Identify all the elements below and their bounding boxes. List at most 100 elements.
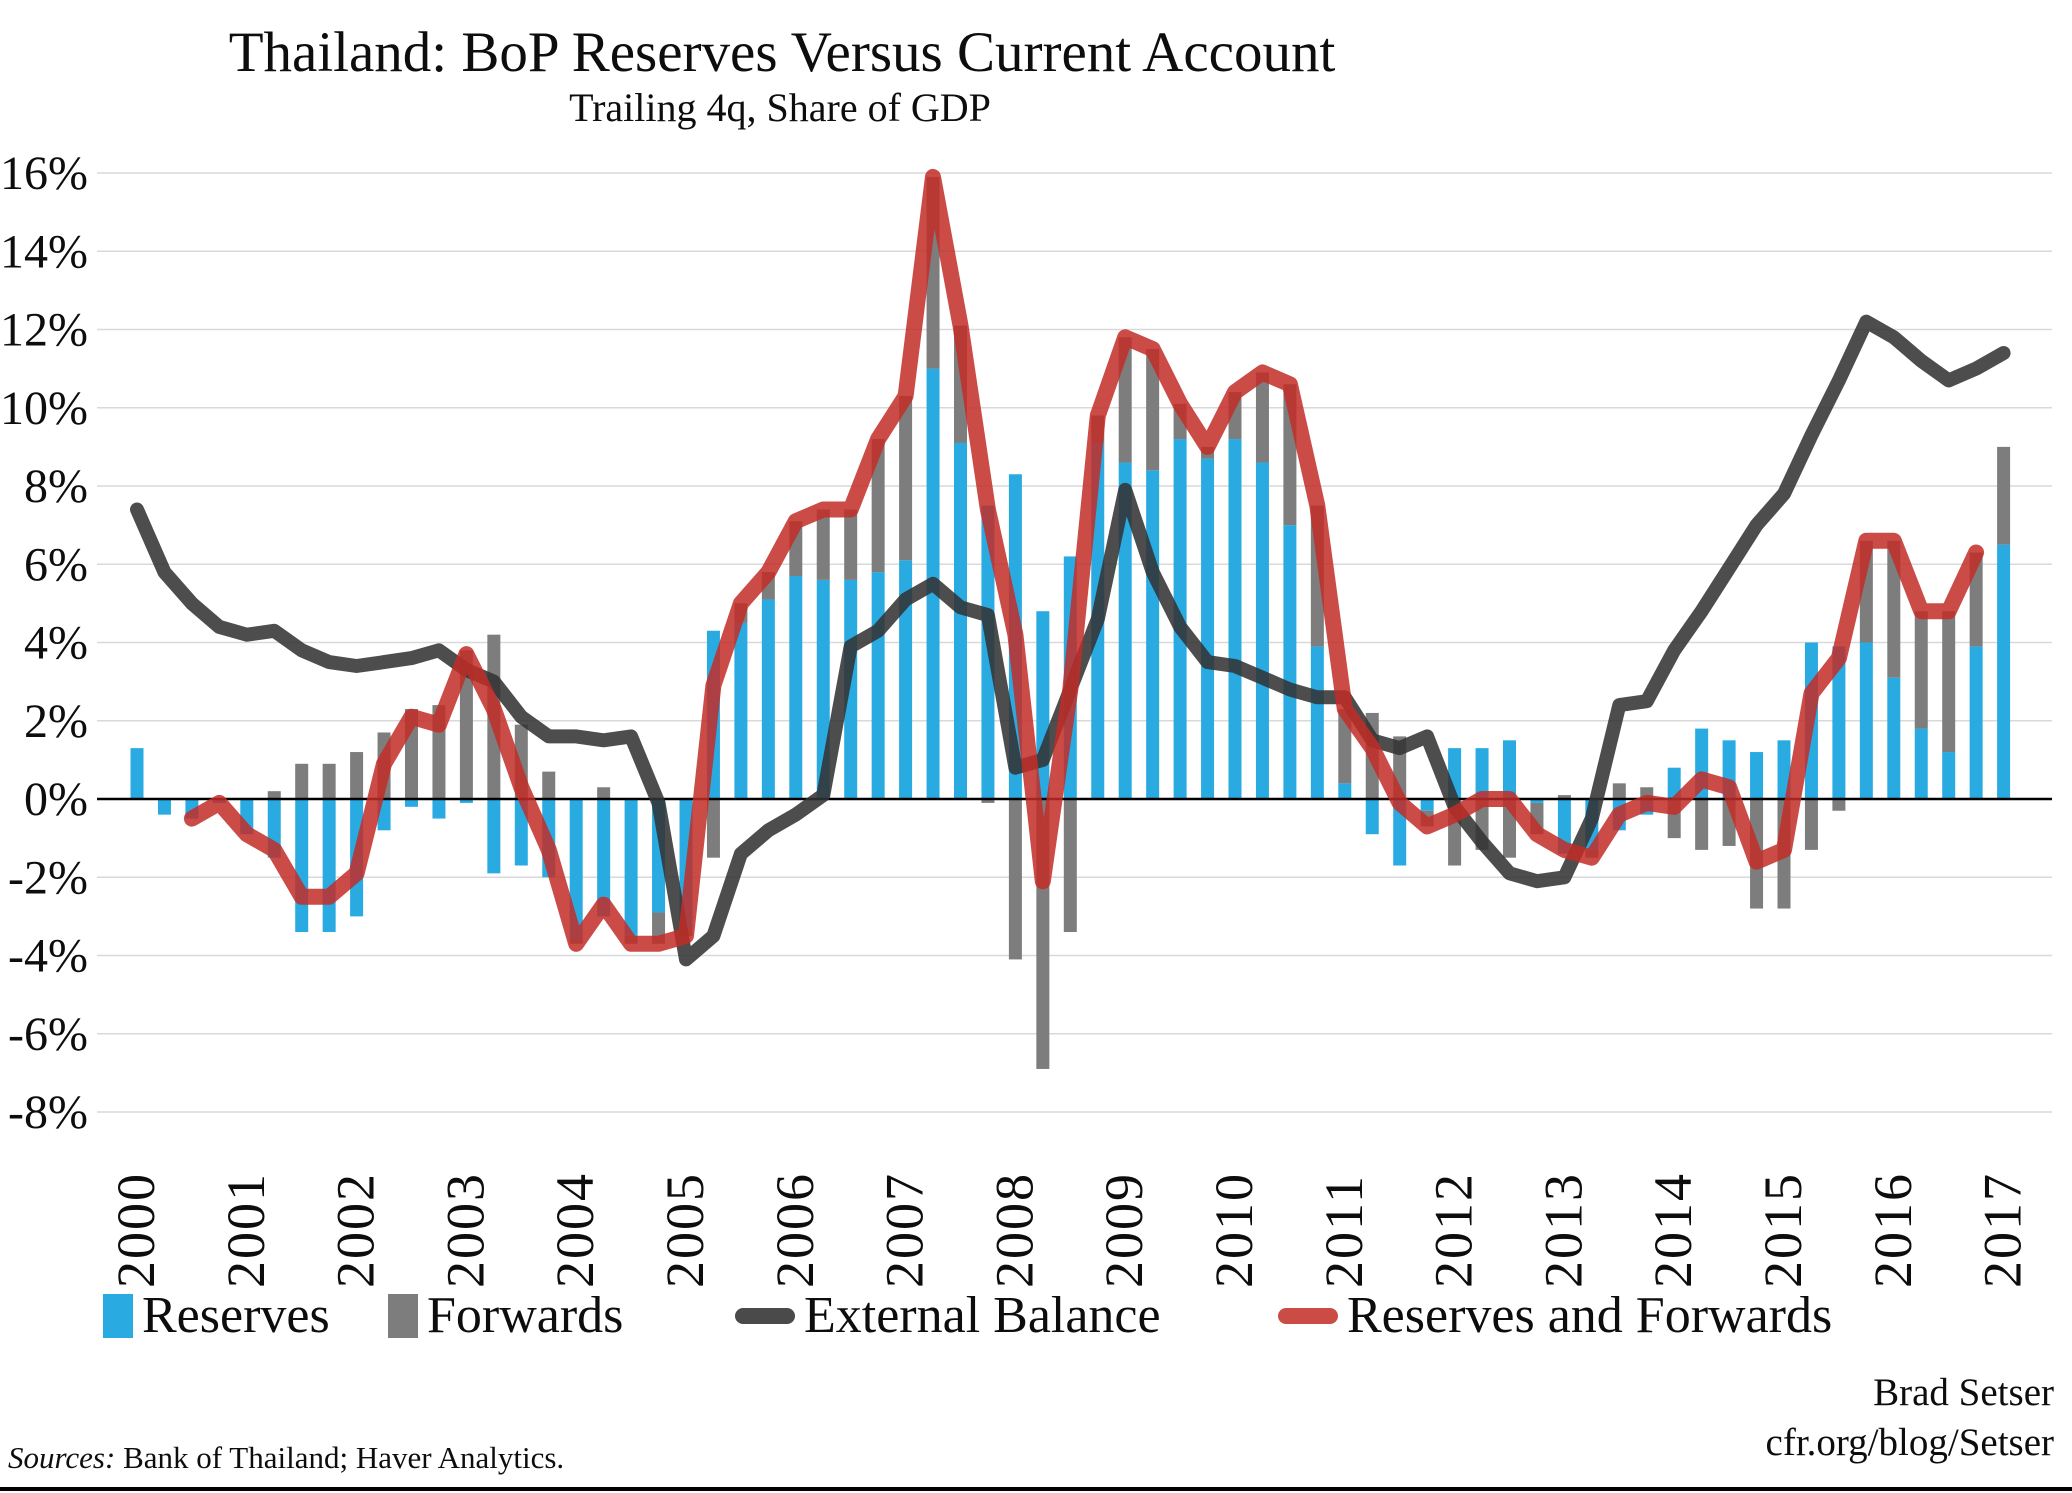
x-axis-year-label: 2006: [765, 1172, 825, 1288]
chart-subtitle: Trailing 4q, Share of GDP: [569, 85, 991, 130]
reserves-bar: [954, 442, 967, 799]
reserves-swatch: [103, 1293, 133, 1338]
reserves-bar: [844, 579, 858, 799]
legend-label-forwards: Forwards: [427, 1287, 624, 1344]
external-balance-swatch: [735, 1307, 795, 1324]
reserves-bar: [1201, 458, 1215, 799]
forwards-bar: [1832, 799, 1846, 811]
y-axis-tick-label: 10%: [0, 382, 88, 435]
reserves-bar: [1228, 439, 1242, 799]
reserves-bar: [1530, 799, 1544, 803]
bottom-border: [0, 1487, 2072, 1491]
forwards-swatch: [388, 1293, 418, 1338]
forwards-bar: [597, 787, 611, 799]
x-axis-year-label: 2013: [1533, 1172, 1593, 1288]
reserves-bar: [1914, 728, 1928, 799]
y-axis-tick-label: 12%: [0, 304, 88, 357]
legend-label-external-balance: External Balance: [804, 1287, 1161, 1344]
reserves-bar: [1750, 752, 1764, 799]
reserves-bar: [734, 622, 748, 799]
reserves-bar: [459, 799, 473, 803]
reserves-bar: [789, 575, 803, 799]
forwards-bar: [1695, 799, 1709, 850]
forwards-bar: [1063, 799, 1077, 933]
reserves-bar: [871, 572, 885, 799]
reserves-bar: [157, 799, 171, 815]
reserves-bar: [899, 560, 913, 799]
reserves-bar: [1255, 462, 1269, 799]
forwards-bar: [350, 752, 364, 799]
forwards-bar: [1804, 799, 1818, 850]
reserves-bar: [1777, 740, 1791, 799]
reserves-bar: [1969, 646, 1983, 799]
forwards-bar: [1640, 787, 1654, 799]
forwards-bar: [1997, 446, 2011, 545]
reserves-bar: [1503, 740, 1516, 799]
reserves-bar: [487, 799, 501, 874]
x-axis-year-label: 2001: [216, 1172, 276, 1288]
sources-note: Sources: Bank of Thailand; Haver Analyti…: [8, 1440, 564, 1476]
reserves-bar: [761, 599, 775, 799]
y-axis-tick-label: -2%: [8, 851, 88, 904]
forwards-bar: [1146, 349, 1160, 471]
reserves-bar: [1365, 799, 1379, 835]
reserves-bar: [1832, 646, 1846, 799]
forwards-bar: [1557, 795, 1571, 799]
forwards-bar: [899, 396, 913, 561]
reserves-bar: [1420, 799, 1434, 811]
legend-item-reserves: Reserves: [103, 1286, 330, 1345]
forwards-bar: [1914, 611, 1928, 729]
forwards-bar: [542, 771, 556, 799]
reserves-bar: [514, 799, 528, 866]
reserves-bar: [322, 799, 336, 933]
y-axis-tick-label: -6%: [8, 1008, 88, 1061]
forwards-bar: [1008, 799, 1022, 960]
reserves-bar: [130, 748, 144, 799]
forwards-bar: [1612, 783, 1626, 799]
reserves-bar: [295, 799, 309, 933]
forwards-bar: [1887, 540, 1901, 678]
x-axis-year-label: 2002: [326, 1172, 386, 1288]
x-axis-year-label: 2007: [875, 1172, 935, 1288]
reserves-bar: [1667, 767, 1681, 799]
reserves-bar: [1283, 525, 1297, 799]
y-axis-tick-label: 2%: [24, 695, 88, 748]
x-axis-year-label: 2010: [1204, 1172, 1264, 1288]
reserves-bar: [1942, 752, 1956, 799]
reserves-bar: [597, 799, 611, 917]
reserves-bar: [1310, 646, 1324, 799]
forwards-bar: [1942, 611, 1956, 753]
reserves-bar: [1475, 748, 1489, 799]
sources-label: Sources:: [8, 1440, 116, 1475]
x-axis-year-label: 2017: [1973, 1172, 2033, 1288]
y-axis-tick-label: 0%: [24, 773, 88, 826]
forwards-bar: [706, 799, 720, 858]
credit-author: Brad Setser: [1873, 1371, 2054, 1414]
legend-item-external-balance: External Balance: [735, 1286, 1161, 1345]
legend-label-reserves: Reserves: [142, 1287, 330, 1344]
reserves-and-forwards-line: [183, 168, 1985, 952]
chart-title: Thailand: BoP Reserves Versus Current Ac…: [228, 21, 1336, 84]
x-axis-year-label: 2000: [106, 1172, 166, 1288]
y-axis-tick-label: -4%: [8, 930, 88, 983]
credit-url: cfr.org/blog/Setser: [1765, 1421, 2054, 1464]
forwards-bar: [871, 439, 885, 573]
forwards-bar: [816, 509, 830, 580]
y-axis-tick-label: 16%: [0, 147, 88, 200]
x-axis-year-label: 2009: [1094, 1172, 1154, 1288]
x-axis-year-label: 2008: [984, 1172, 1044, 1288]
forwards-bar: [1338, 709, 1352, 784]
x-axis-year-label: 2016: [1863, 1172, 1923, 1288]
forwards-bar: [981, 799, 995, 803]
forwards-bar: [459, 650, 473, 799]
reserves-bar: [432, 799, 446, 819]
legend-item-reserves-and-forwards: Reserves and Forwards: [1278, 1286, 1832, 1345]
y-axis-tick-label: 4%: [24, 617, 88, 670]
x-axis-year-label: 2015: [1753, 1172, 1813, 1288]
x-axis-year-label: 2003: [435, 1172, 495, 1288]
credit-block: Brad Setser cfr.org/blog/Setser: [1766, 1368, 2054, 1468]
x-axis-year-label: 2011: [1314, 1174, 1374, 1288]
reserves-and-forwards-swatch: [1278, 1307, 1338, 1324]
legend-item-forwards: Forwards: [388, 1286, 623, 1345]
